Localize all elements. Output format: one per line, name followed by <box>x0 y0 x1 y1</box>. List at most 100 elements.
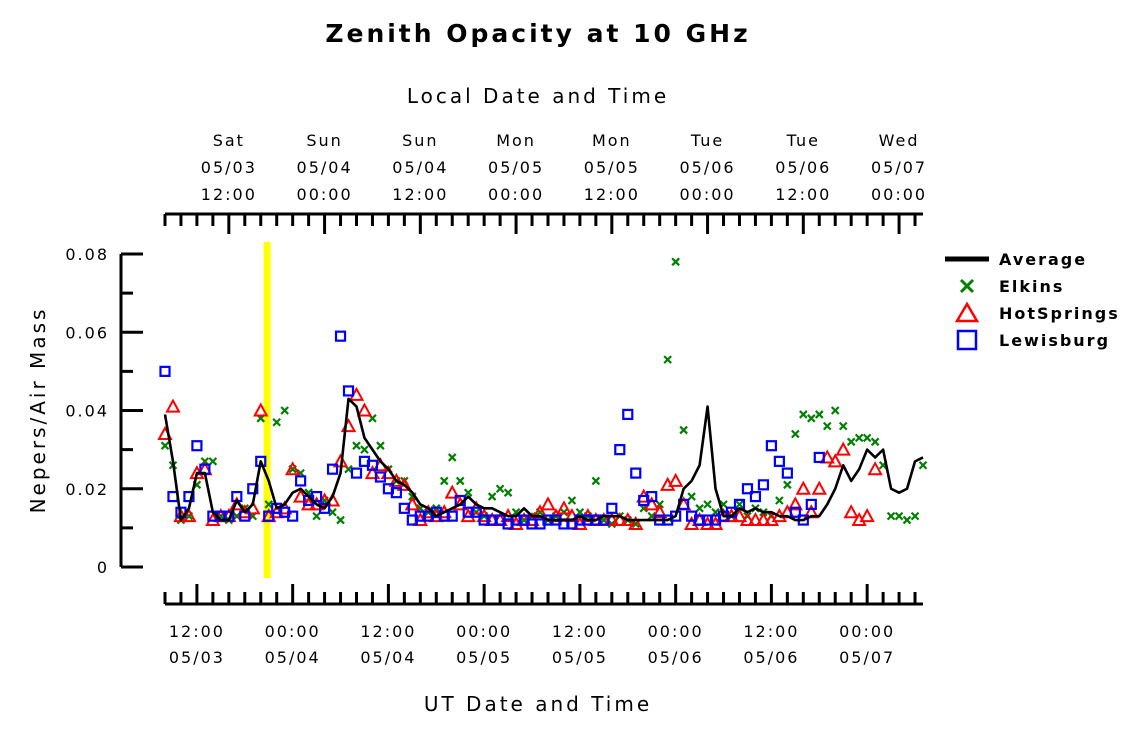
lewisburg-point <box>446 510 458 522</box>
lewisburg-point <box>334 330 347 342</box>
bottom-tick-label: 00:00 <box>648 622 704 641</box>
marker-stroke <box>503 488 513 497</box>
elkins-point <box>671 257 680 267</box>
elkins-point <box>495 484 505 494</box>
hotsprings-point <box>747 511 764 527</box>
elkins-point <box>862 433 872 443</box>
elkins-point <box>735 500 744 509</box>
marker-stroke <box>687 492 696 501</box>
marker-stroke <box>463 488 473 497</box>
top-tick-label: 05/03 <box>201 158 257 177</box>
hotsprings-point <box>859 508 875 523</box>
highlight-layer <box>263 242 271 578</box>
marker-stroke <box>208 457 218 466</box>
marker-stroke <box>352 441 361 450</box>
marker-stroke <box>336 515 345 525</box>
elkins-point <box>160 441 170 450</box>
hotsprings-point <box>444 484 460 499</box>
top-tick-label: Sat <box>213 131 245 150</box>
elkins-point <box>647 511 656 521</box>
elkins-point <box>902 515 912 525</box>
elkins-point <box>607 519 617 529</box>
top-tick-label: Sun <box>402 131 438 150</box>
elkins-point <box>799 410 808 419</box>
hotsprings-point <box>795 480 812 495</box>
marker-stroke <box>607 519 617 529</box>
lewisburg-point <box>813 451 825 464</box>
bottom-axis-title: UT Date and Time <box>424 692 652 716</box>
elkins-point <box>376 441 385 450</box>
bottom-tick-label: 00:00 <box>265 622 321 641</box>
elkins-point <box>807 414 816 423</box>
lewisburg-point <box>757 479 770 491</box>
marker-stroke <box>647 511 656 521</box>
top-tick-label: Wed <box>879 131 920 150</box>
bottom-tick-label: 05/05 <box>552 648 608 667</box>
marker-stroke <box>862 433 872 443</box>
elkins-point <box>870 437 880 447</box>
elkins-point <box>822 421 832 431</box>
bottom-tick-label: 12:00 <box>743 622 799 641</box>
elkins-point <box>886 511 896 521</box>
bottom-tick-label: 05/06 <box>743 648 799 667</box>
elkins-point <box>830 406 840 415</box>
marker-stroke <box>886 511 896 521</box>
marker-stroke <box>791 429 800 439</box>
marker-stroke <box>735 500 744 509</box>
elkins-point <box>838 421 848 431</box>
y-tick-label: 0.06 <box>65 323 109 342</box>
hotsprings-point <box>556 500 572 515</box>
marker-stroke <box>775 496 784 505</box>
lewisburg-point <box>374 471 387 483</box>
marker-stroke <box>591 476 601 486</box>
elkins-point <box>846 437 856 447</box>
lewisburg-point <box>646 490 658 503</box>
elkins-point <box>280 406 289 415</box>
hotsprings-point <box>867 461 883 476</box>
marker-stroke <box>447 453 457 462</box>
lewisburg-point <box>366 459 379 471</box>
marker-stroke <box>264 500 274 509</box>
marker-stroke <box>918 460 928 470</box>
top-tick-label: Tue <box>786 131 820 150</box>
y-axis-title: Nepers/Air Mass <box>26 307 50 514</box>
top-tick-label: 00:00 <box>871 185 927 204</box>
elkins-point <box>695 504 704 513</box>
bottom-tick-label: 12:00 <box>552 622 608 641</box>
marker-stroke <box>902 515 912 525</box>
lewisburg-point <box>741 483 754 495</box>
top-tick-label: 05/04 <box>297 158 353 177</box>
marker-stroke <box>344 464 353 474</box>
hotsprings-point <box>388 472 405 487</box>
lewisburg-point <box>159 365 171 377</box>
legend-label-hotsprings: HotSprings <box>999 304 1120 323</box>
hotsprings-point <box>843 504 859 519</box>
hotsprings-point <box>540 496 556 511</box>
marker-stroke <box>567 496 577 505</box>
top-tick-label: 00:00 <box>297 185 353 204</box>
elkins-point <box>679 425 688 435</box>
marker-stroke <box>910 511 920 521</box>
top-tick-label: Mon <box>496 131 536 150</box>
marker-stroke <box>679 425 688 435</box>
elkins-point <box>208 457 218 466</box>
elkins-point <box>463 488 473 497</box>
elkins-point <box>272 417 281 427</box>
marker-stroke <box>280 406 289 415</box>
marker-stroke <box>959 278 975 294</box>
bottom-tick-label: 05/05 <box>456 648 512 667</box>
legend-label-average: Average <box>999 250 1087 269</box>
lewisburg-point <box>342 385 355 397</box>
lewisburg-point <box>191 440 203 452</box>
elkins-point <box>336 515 345 525</box>
marker-stroke <box>559 507 569 517</box>
marker-stroke <box>703 500 712 509</box>
top-tick-label: 12:00 <box>775 185 831 204</box>
elkins-point <box>352 441 361 450</box>
marker-stroke <box>671 257 680 267</box>
lewisburg-point <box>390 487 402 499</box>
lewisburg-point <box>789 506 801 518</box>
lewisburg-point <box>263 510 275 522</box>
elkins-point <box>814 410 824 419</box>
lewisburg-point <box>318 502 331 514</box>
